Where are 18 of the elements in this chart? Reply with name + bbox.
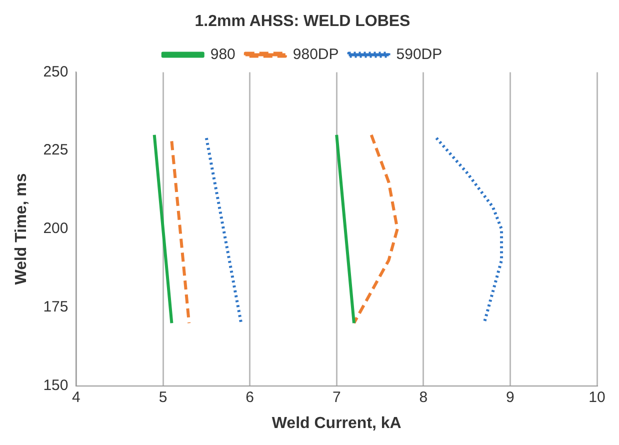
legend-label: 590DP <box>396 46 442 63</box>
x-tick-label: 8 <box>419 388 428 406</box>
y-tick-label: 250 <box>43 63 68 80</box>
x-tick-label: 4 <box>72 388 80 406</box>
x-tick-label: 7 <box>332 388 341 406</box>
y-tick-label: 200 <box>43 220 68 238</box>
y-axis-title: Weld Time, ms <box>13 173 30 285</box>
legend-label: 980DP <box>292 46 339 63</box>
y-tick-label: 175 <box>43 298 68 316</box>
y-tick-label: 225 <box>43 142 68 159</box>
x-axis-title: Weld Current, kA <box>272 414 402 432</box>
legend-label: 980 <box>210 46 236 63</box>
y-tick-label: 150 <box>43 376 68 394</box>
chart-title: 1.2mm AHSS: WELD LOBES <box>194 13 411 30</box>
x-tick-label: 5 <box>158 388 168 406</box>
x-tick-label: 9 <box>506 388 514 406</box>
x-tick-label: 10 <box>588 388 606 406</box>
x-tick-label: 6 <box>246 388 254 406</box>
